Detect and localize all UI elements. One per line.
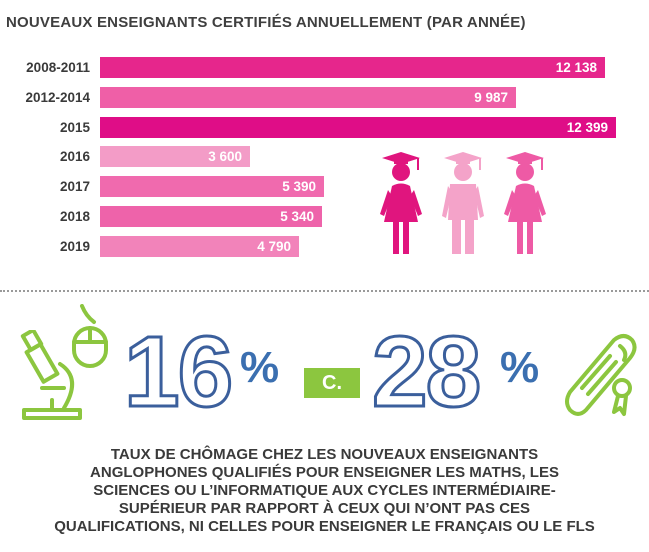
- bar: [100, 87, 516, 108]
- dotted-divider: [0, 290, 649, 292]
- bar: [100, 176, 324, 197]
- bar: [100, 117, 616, 138]
- stat-right-value: 28: [370, 316, 482, 428]
- computer-mouse-icon: [72, 304, 108, 368]
- bar: [100, 236, 299, 257]
- stat-left-value: 16: [122, 316, 234, 428]
- caption-line: QUALIFICATIONS, NI CELLES POUR ENSEIGNER…: [54, 518, 595, 535]
- category-label: 2015: [59, 120, 90, 135]
- category-label: 2008-2011: [26, 60, 90, 75]
- category-label: 2019: [59, 239, 90, 254]
- category-label: 2016: [59, 149, 90, 164]
- caption-line: SCIENCES OU L’INFORMATIQUE AUX CYCLES IN…: [93, 482, 556, 499]
- graduates-illustration: [380, 152, 546, 254]
- category-label: 2012-2014: [25, 90, 90, 105]
- bar: [100, 57, 605, 78]
- bar-value-label: 4 790: [257, 239, 291, 254]
- bar: [100, 206, 322, 227]
- graduate-female-icon: [504, 152, 546, 254]
- caption-line: ANGLOPHONES QUALIFIÉS POUR ENSEIGNER LES…: [90, 464, 559, 481]
- bar-value-label: 12 399: [566, 120, 608, 135]
- bar: [100, 146, 250, 167]
- bar-value-label: 5 340: [280, 209, 314, 224]
- caption-line: TAUX DE CHÔMAGE CHEZ LES NOUVEAUX ENSEIG…: [110, 446, 539, 463]
- separator-badge: C.: [304, 368, 360, 398]
- bar-value-label: 12 138: [555, 60, 597, 75]
- bar-value-label: 9 987: [474, 90, 508, 105]
- graduate-female-icon: [380, 152, 422, 254]
- stat-right-unit: %: [500, 343, 540, 392]
- microscope-icon: [20, 330, 82, 420]
- graduate-male-icon: [442, 152, 484, 254]
- caption-line: SUPÉRIEUR PAR RAPPORT À CEUX QUI N’ONT P…: [118, 500, 531, 517]
- category-label: 2017: [59, 179, 90, 194]
- bar-value-label: 5 390: [282, 179, 316, 194]
- bar-value-label: 3 600: [208, 149, 242, 164]
- diploma-icon: [565, 334, 637, 416]
- stat-left-unit: %: [240, 343, 280, 392]
- stats-caption: TAUX DE CHÔMAGE CHEZ LES NOUVEAUX ENSEIG…: [10, 446, 639, 536]
- chart-title: NOUVEAUX ENSEIGNANTS CERTIFIÉS ANNUELLEM…: [6, 14, 526, 31]
- category-label: 2018: [59, 209, 90, 224]
